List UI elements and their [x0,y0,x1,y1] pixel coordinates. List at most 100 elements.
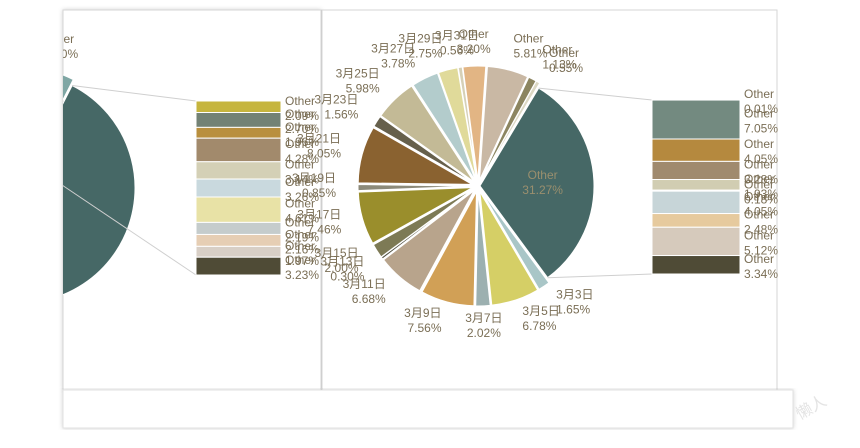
right-chart-slice-13 [412,72,476,181]
right-chart-bar-segment-9 [651,255,741,275]
left-chart-bar-value-3: 4.28% [285,152,319,166]
right-chart-slice-label-14: 3月29日 [398,32,442,46]
right-chart-slice-label-4: 3月9日 [404,306,441,320]
left-chart-bar-segment-7 [195,221,282,235]
panel-footer-strip [62,389,794,429]
left-chart-bar-value-6: 4.61% [285,212,319,226]
right-chart-slice-value-14: 2.75% [408,47,442,61]
right-chart-bar-label-1: Other [744,107,774,121]
left-chart-bar-value-10: 3.23% [285,268,319,282]
left-chart-bar-value-1: 2.70% [285,122,319,136]
left-chart-bar-value-8: 2.16% [285,242,319,256]
left-chart-bar-label-9: Other [285,239,315,253]
right-chart-bar-label-8: Other [744,228,774,242]
right-chart-slice-label-12: 3月25日 [336,67,380,81]
right-chart-bar-segment-2 [651,138,741,162]
left-chart-slice-value-0: 33.01% [9,251,50,265]
left-chart-bar-segment-5 [195,178,282,198]
right-chart-slice-label-16: Other [459,27,489,41]
left-chart-bar-label-3: Other [285,137,315,151]
left-chart-bar-value-5: 3.26% [285,190,319,204]
right-chart-slice-label-9: 3月19日 [292,171,336,185]
left-chart-connector-bottom [63,185,197,276]
right-chart-slice-label-6: 3月13日 [320,254,364,268]
right-chart-slice-value-12: 5.98% [346,82,380,96]
right-chart-slice-value-17: 5.81% [513,47,547,61]
right-chart-slice-value-7: 2.00% [325,261,359,275]
right-chart-slice-value-2: 6.78% [522,319,556,333]
right-chart-slice-label-19: Other [549,46,579,60]
left-chart-slice-2 [63,74,74,101]
watermark-text: 懒人 [793,392,830,424]
right-chart-bar-label-2: Other [744,137,774,151]
right-chart-slice-10 [357,127,475,185]
left-chart-bar-segment-4 [195,161,282,180]
right-chart-slice-value-5: 6.68% [352,292,386,306]
right-chart-bar-segment-3 [651,160,741,181]
right-chart-slice-value-16: 3.20% [457,42,491,56]
right-chart-bar-value-4: 1.93% [744,187,778,201]
right-chart-slice-1 [480,190,550,290]
left-chart-bar-segment-1 [195,112,282,128]
left-chart-slice-1 [0,68,17,182]
left-chart-bar-label-0: Other [285,94,315,108]
left-chart-bar-label-6: Other [285,197,315,211]
left-chart-bar-segment-6 [195,196,282,223]
left-chart-bar-segment-2 [195,126,282,139]
right-chart-slice-value-18: 1.13% [542,57,576,71]
right-chart-slice-7 [372,188,474,258]
right-chart-bar-label-5: Other [744,178,774,192]
left-chart-slice-label-2: Other [44,32,74,46]
right-chart-bar-label-9: Other [744,252,774,266]
right-chart-bar-label-7: Other [744,207,774,221]
right-chart-slice-label-5: 3月11日 [343,277,386,291]
right-chart-slice-label-1: 3月3日 [556,288,593,302]
right-chart-slice-label-18: Other [542,42,572,56]
right-chart-slice-8 [357,187,473,244]
right-chart-slice-value-9: 0.85% [302,186,336,200]
right-chart-slice-5 [382,190,475,292]
right-chart-slice-14 [437,67,477,181]
right-chart-slice-value-3: 2.02% [467,326,501,340]
right-chart-slice-label-11: 3月23日 [314,93,358,107]
right-chart-slice-19 [480,80,541,182]
right-chart-slice-12 [380,85,475,183]
right-chart-bar-value-0: 0.01% [744,102,778,116]
left-chart-slice-value-2: 3.90% [44,47,78,61]
left-chart-bar-value-0: 2.09% [285,109,319,123]
right-chart-slice-label-8: 3月17日 [297,207,341,221]
right-chart-bar-label-4: Other [744,172,774,186]
right-chart-bar-label-3: Other [744,157,774,171]
left-chart-bar-segment-10 [195,256,282,276]
right-chart-slice-value-10: 8.05% [307,147,341,161]
right-chart-bar-value-2: 4.05% [744,152,778,166]
right-chart-bar-segment-8 [651,226,741,257]
right-chart-slice-0 [479,87,595,279]
left-chart-bar-value-7: 2.19% [285,230,319,244]
right-chart-slice-value-8: 7.46% [307,222,341,236]
right-chart-bar-segment-1 [651,99,741,140]
right-chart-bar-value-8: 5.12% [744,243,778,257]
left-chart-bar-value-9: 1.97% [285,254,319,268]
right-chart-slice-16 [462,65,487,181]
right-chart-slice-4 [421,191,477,307]
right-chart-bar-label-6: Other [744,189,774,203]
right-chart-slice-value-13: 3.78% [381,57,415,71]
right-chart-slice-15 [457,66,478,181]
right-chart-slice-2 [479,191,539,306]
right-chart-slice-value-1: 1.65% [556,303,590,317]
right-chart-slice-value-6: 0.30% [330,269,364,283]
right-chart-bar-value-6: 4.05% [744,204,778,218]
left-chart-bar-segment-9 [195,245,282,258]
left-chart-bar-label-4: Other [285,157,315,171]
right-chart-slice-label-7: 3月15日 [315,246,359,260]
right-chart-bar-segment-6 [651,190,741,215]
left-chart-bar-label-5: Other [285,175,315,189]
left-chart-slice-label-0: Other [14,236,44,250]
right-chart-bar-value-1: 7.05% [744,122,778,136]
right-chart-slice-3 [475,191,491,307]
right-chart-slice-label-15: 3月31日 [435,29,479,43]
left-chart-bar-label-10: Other [285,253,315,267]
left-chart-bar-label-1: Other [285,107,315,121]
right-chart-bar-value-7: 2.48% [744,222,778,236]
